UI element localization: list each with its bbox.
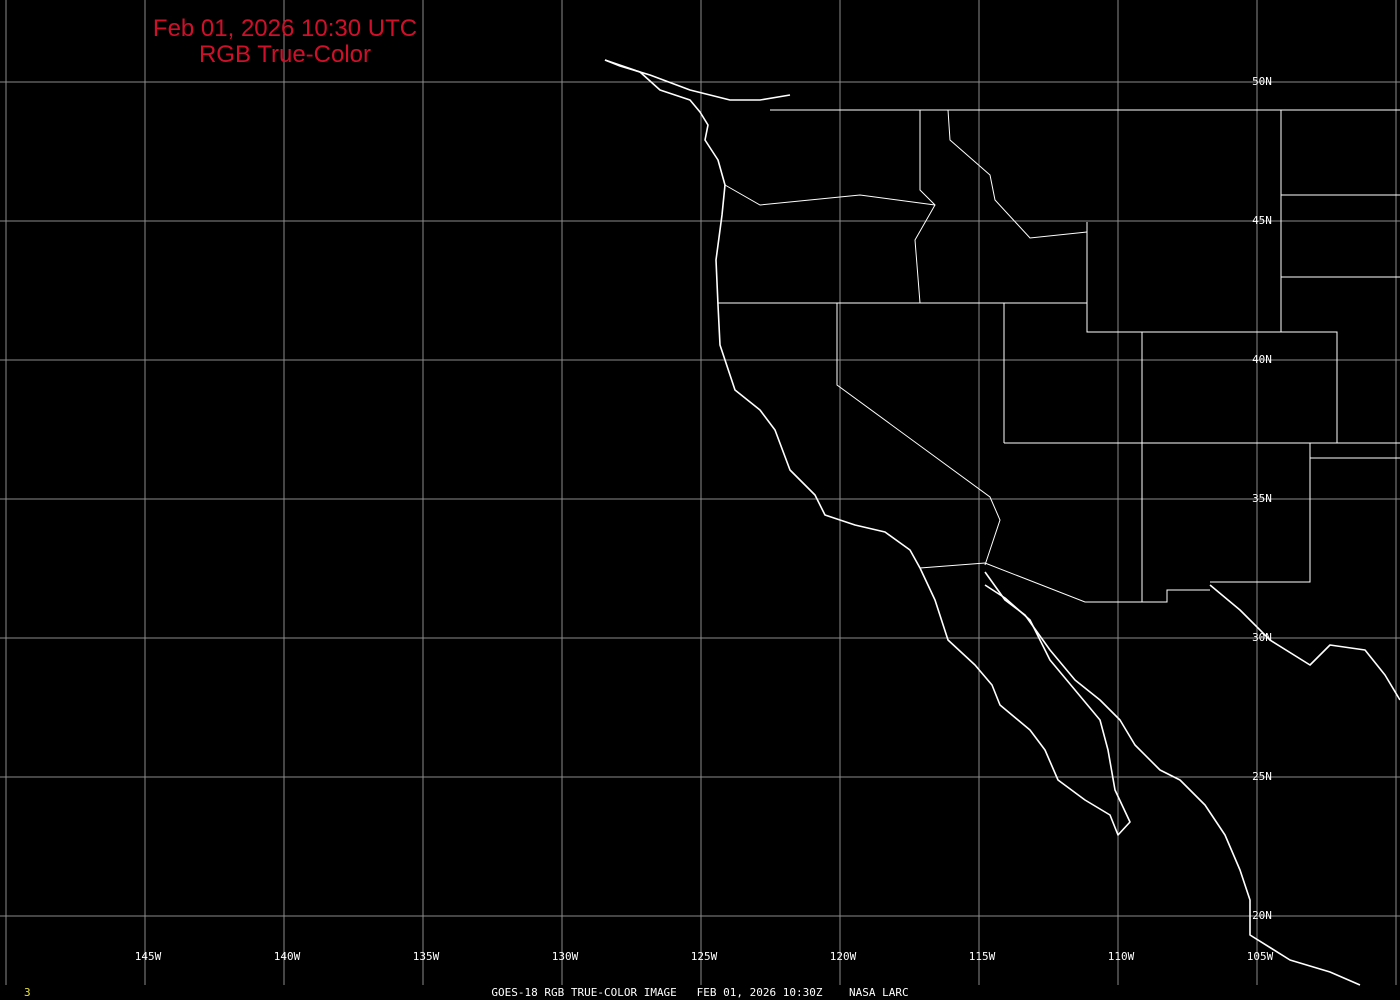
latitude-label: 35N xyxy=(1252,492,1272,505)
vancouver-island xyxy=(604,59,791,101)
longitude-label: 110W xyxy=(1108,950,1135,963)
latitude-label: 40N xyxy=(1252,353,1272,366)
latitude-label: 20N xyxy=(1252,909,1272,922)
ut-co-border xyxy=(1087,331,1338,443)
wa-or-border xyxy=(724,184,936,206)
longitude-label: 145W xyxy=(135,950,162,963)
coastlines xyxy=(604,59,1400,986)
image-product: RGB True-Color xyxy=(198,41,372,68)
grid-labels: 145W 140W 135W 130W 125W 120W 115W 110W 105W 50N 4… xyxy=(135,75,1274,963)
image-timestamp: Feb 01, 2026 10:30 UTC xyxy=(152,15,418,42)
id-west-border xyxy=(914,110,936,304)
ca-nv-border xyxy=(836,303,1001,566)
longitude-label: 115W xyxy=(969,950,996,963)
longitude-label: 140W xyxy=(274,950,301,963)
nm-tx-border xyxy=(1210,443,1311,583)
longitude-label: 130W xyxy=(552,950,579,963)
baja-pacific-coast xyxy=(919,567,1131,836)
mexico-gulf-coast xyxy=(984,571,1361,986)
image-caption: GOES-18 RGB TRUE-COLOR IMAGE FEB 01, 202… xyxy=(491,986,909,999)
latitude-label: 25N xyxy=(1252,770,1272,783)
longitude-label: 120W xyxy=(830,950,857,963)
longitude-label: 135W xyxy=(413,950,440,963)
latitude-label: 30N xyxy=(1252,631,1272,644)
mexico-pacific-coast xyxy=(1209,584,1400,701)
frame-number: 3 xyxy=(24,986,31,999)
latitude-label: 50N xyxy=(1252,75,1272,88)
longitude-label: 105W xyxy=(1247,950,1274,963)
longitude-label: 125W xyxy=(691,950,718,963)
us-west-coast xyxy=(604,59,921,569)
political-borders xyxy=(718,109,1400,603)
us-mexico-border xyxy=(919,562,1210,603)
id-mt-border xyxy=(947,109,1088,239)
latitude-label: 45N xyxy=(1252,214,1272,227)
